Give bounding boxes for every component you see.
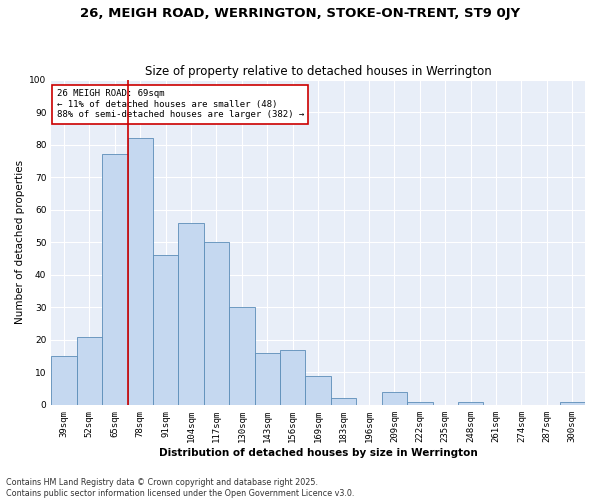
Y-axis label: Number of detached properties: Number of detached properties	[15, 160, 25, 324]
Bar	[331, 398, 356, 405]
Bar	[229, 308, 254, 405]
Bar	[382, 392, 407, 405]
Bar	[407, 402, 433, 405]
X-axis label: Distribution of detached houses by size in Werrington: Distribution of detached houses by size …	[159, 448, 478, 458]
Text: Contains HM Land Registry data © Crown copyright and database right 2025.
Contai: Contains HM Land Registry data © Crown c…	[6, 478, 355, 498]
Bar	[204, 242, 229, 405]
Bar	[102, 154, 128, 405]
Bar	[178, 222, 204, 405]
Bar	[128, 138, 153, 405]
Title: Size of property relative to detached houses in Werrington: Size of property relative to detached ho…	[145, 66, 491, 78]
Text: 26 MEIGH ROAD: 69sqm
← 11% of detached houses are smaller (48)
88% of semi-detac: 26 MEIGH ROAD: 69sqm ← 11% of detached h…	[56, 90, 304, 119]
Bar	[280, 350, 305, 405]
Bar	[458, 402, 484, 405]
Bar	[254, 353, 280, 405]
Text: 26, MEIGH ROAD, WERRINGTON, STOKE-ON-TRENT, ST9 0JY: 26, MEIGH ROAD, WERRINGTON, STOKE-ON-TRE…	[80, 8, 520, 20]
Bar	[153, 256, 178, 405]
Bar	[305, 376, 331, 405]
Bar	[77, 336, 102, 405]
Bar	[560, 402, 585, 405]
Bar	[51, 356, 77, 405]
